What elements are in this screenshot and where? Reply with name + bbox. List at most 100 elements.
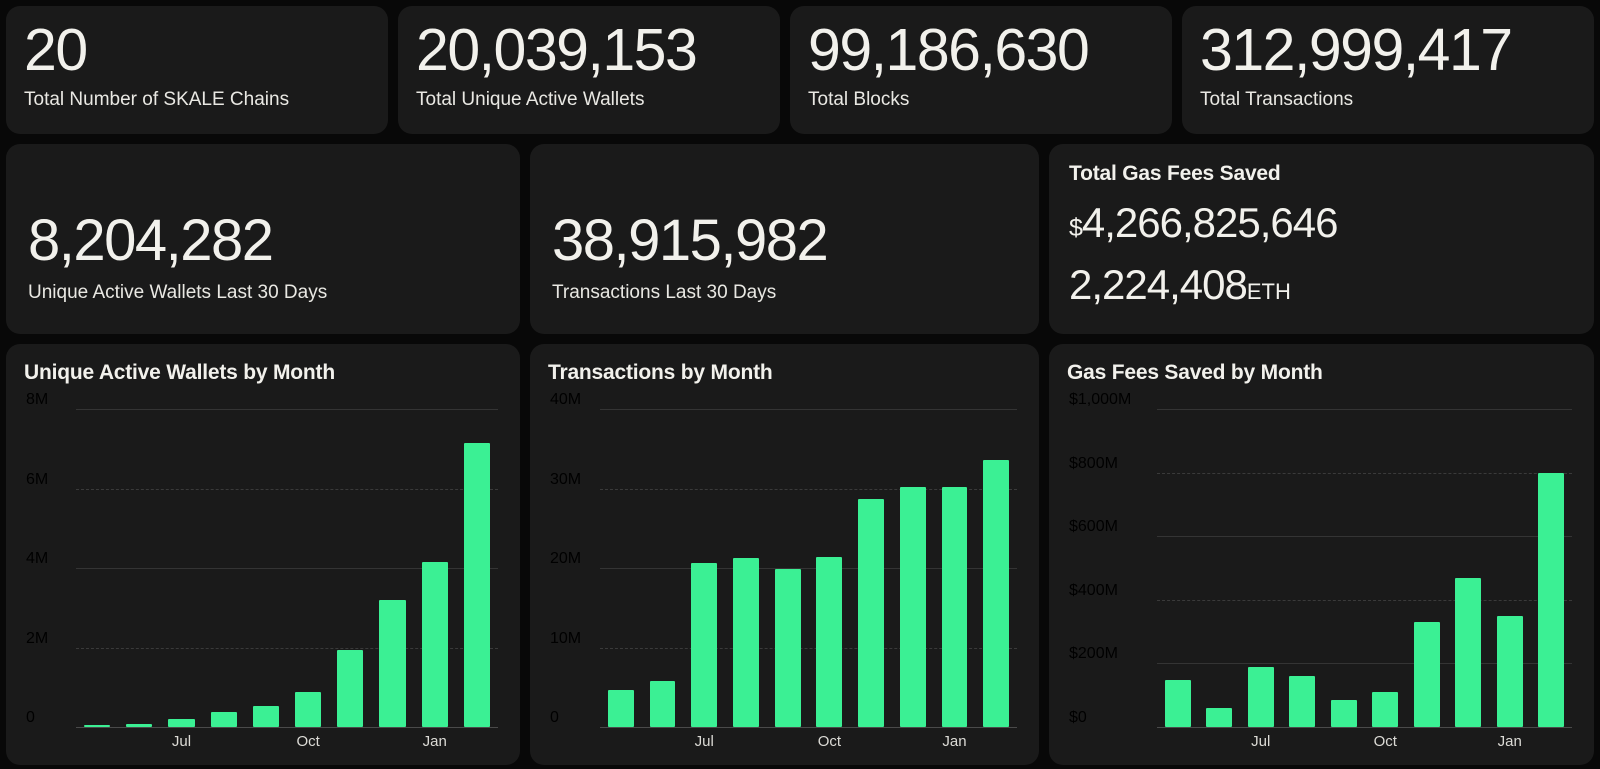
- chart-x-axis-tick-label: [1406, 733, 1448, 750]
- chart-bar-column[interactable]: [456, 409, 498, 727]
- chart-bar-column[interactable]: [1157, 409, 1199, 727]
- stat-label: Total Transactions: [1200, 89, 1354, 111]
- chart-gridline: [1157, 409, 1572, 410]
- chart-x-axis-tick-label: [767, 733, 809, 750]
- chart-bar-column[interactable]: [683, 409, 725, 727]
- chart-bar-column[interactable]: [850, 409, 892, 727]
- chart-bar[interactable]: [1455, 577, 1482, 727]
- chart-bar-column[interactable]: [892, 409, 934, 727]
- gas-usd-value: 4,266,825,646: [1081, 199, 1339, 246]
- chart-bar[interactable]: [691, 563, 718, 727]
- chart-bar[interactable]: [899, 486, 926, 727]
- stat-card-total-transactions: 312,999,417 Total Transactions: [1182, 6, 1594, 134]
- chart-bar-column[interactable]: [1282, 409, 1324, 727]
- chart-bar[interactable]: [1538, 472, 1565, 727]
- chart-y-axis-tick-label: $0: [1069, 709, 1087, 726]
- chart-bar[interactable]: [607, 689, 634, 727]
- stat-value: 8,204,282: [28, 208, 274, 273]
- chart-gridline: [76, 488, 498, 490]
- chart-bar[interactable]: [252, 705, 279, 727]
- chart-bar-column[interactable]: [1489, 409, 1531, 727]
- chart-bar[interactable]: [1413, 622, 1440, 727]
- chart-bar[interactable]: [379, 599, 406, 727]
- summary-stats-row-bottom: 8,204,282 Unique Active Wallets Last 30 …: [6, 144, 1594, 334]
- stat-card-total-gas-fees-saved: Total Gas Fees Saved $4,266,825,646 2,22…: [1049, 144, 1594, 334]
- chart-bar-column[interactable]: [1240, 409, 1282, 727]
- chart-bar-column[interactable]: [975, 409, 1017, 727]
- chart-bar-column[interactable]: [809, 409, 851, 727]
- chart-bar[interactable]: [126, 724, 153, 727]
- stat-card-total-chains: 20 Total Number of SKALE Chains: [6, 6, 388, 134]
- chart-x-axis-tick-label: [975, 733, 1017, 750]
- chart-bar-column[interactable]: [767, 409, 809, 727]
- chart-y-axis-tick-label: $400M: [1069, 581, 1118, 599]
- chart-bar-column[interactable]: [245, 409, 287, 727]
- chart-x-axis-tick-label: [725, 733, 767, 750]
- chart-bar-column[interactable]: [934, 409, 976, 727]
- chart-bar-column[interactable]: [1531, 409, 1573, 727]
- chart-bar[interactable]: [1372, 692, 1399, 727]
- chart-x-axis-tick-label: Jul: [1251, 733, 1271, 750]
- chart-bar-column[interactable]: [329, 409, 371, 727]
- chart-bar[interactable]: [941, 486, 968, 727]
- chart-bar[interactable]: [1496, 615, 1523, 727]
- chart-gridline: [1157, 472, 1572, 474]
- stat-label: Transactions Last 30 Days: [552, 282, 777, 303]
- chart-bar[interactable]: [295, 692, 322, 727]
- chart-bar-column[interactable]: [1448, 409, 1490, 727]
- chart-x-axis: Jul Oct Jan: [600, 733, 1017, 750]
- stat-label: Total Blocks: [808, 89, 910, 111]
- stat-label: Total Number of SKALE Chains: [24, 89, 290, 111]
- chart-x-axis-tick-label: [1531, 733, 1573, 750]
- chart-x-axis-tick-label: [642, 733, 684, 750]
- chart-bar-column[interactable]: [1365, 409, 1407, 727]
- chart-bar-column[interactable]: [203, 409, 245, 727]
- chart-bar-column[interactable]: [1406, 409, 1448, 727]
- chart-bar-column[interactable]: [287, 409, 329, 727]
- chart-bar[interactable]: [1289, 676, 1316, 727]
- chart-bar-column[interactable]: [76, 409, 118, 727]
- chart-y-axis-tick-label: 2M: [26, 629, 49, 647]
- chart-bar[interactable]: [421, 562, 448, 727]
- chart-bar[interactable]: [649, 680, 676, 727]
- gas-eth-unit: ETH: [1246, 279, 1291, 304]
- chart-bar[interactable]: [463, 442, 490, 727]
- chart-bar-column[interactable]: [725, 409, 767, 727]
- chart-x-axis-tick-label: [1199, 733, 1241, 750]
- chart-bar-column[interactable]: [1323, 409, 1365, 727]
- chart-bar[interactable]: [84, 725, 111, 727]
- chart-bar[interactable]: [733, 558, 759, 727]
- chart-bar-column[interactable]: [1199, 409, 1241, 727]
- chart-y-axis-tick-label: 4M: [26, 550, 49, 567]
- gas-card-title: Total Gas Fees Saved: [1069, 162, 1281, 185]
- gas-eth-amount: 2,224,408ETH: [1069, 264, 1574, 306]
- stat-value: 99,186,630: [808, 17, 1090, 83]
- chart-bar[interactable]: [983, 459, 1010, 727]
- chart-bar-column[interactable]: [160, 409, 202, 727]
- chart-x-axis: Jul Oct Jan: [1157, 733, 1572, 750]
- stat-value: 20: [24, 17, 88, 83]
- chart-bar[interactable]: [1247, 666, 1274, 727]
- chart-bar-column[interactable]: [642, 409, 684, 727]
- chart-bar[interactable]: [210, 712, 237, 727]
- chart-bar[interactable]: [774, 568, 801, 727]
- chart-baseline: [1157, 727, 1572, 728]
- chart-bar-column[interactable]: [118, 409, 160, 727]
- chart-x-axis-tick-label: Jul: [694, 733, 714, 750]
- chart-bar[interactable]: [337, 649, 364, 727]
- stat-card-wallets-last-30-days: 8,204,282 Unique Active Wallets Last 30 …: [6, 144, 520, 334]
- chart-bar[interactable]: [816, 556, 843, 727]
- chart-bar[interactable]: [168, 719, 195, 727]
- chart-gridline: [600, 568, 1017, 569]
- chart-bar[interactable]: [1206, 707, 1233, 727]
- chart-bar[interactable]: [858, 498, 884, 727]
- chart-bar[interactable]: [1330, 699, 1357, 727]
- chart-bar-column[interactable]: [414, 409, 456, 727]
- chart-x-axis-tick-label: [76, 733, 118, 750]
- chart-y-axis-tick-label: $1,000M: [1069, 391, 1132, 408]
- chart-x-axis-tick-label: Oct: [817, 733, 842, 750]
- chart-title: Unique Active Wallets by Month: [24, 361, 335, 384]
- chart-bar[interactable]: [1164, 679, 1191, 727]
- chart-bar-column[interactable]: [600, 409, 642, 727]
- chart-bar-column[interactable]: [371, 409, 413, 727]
